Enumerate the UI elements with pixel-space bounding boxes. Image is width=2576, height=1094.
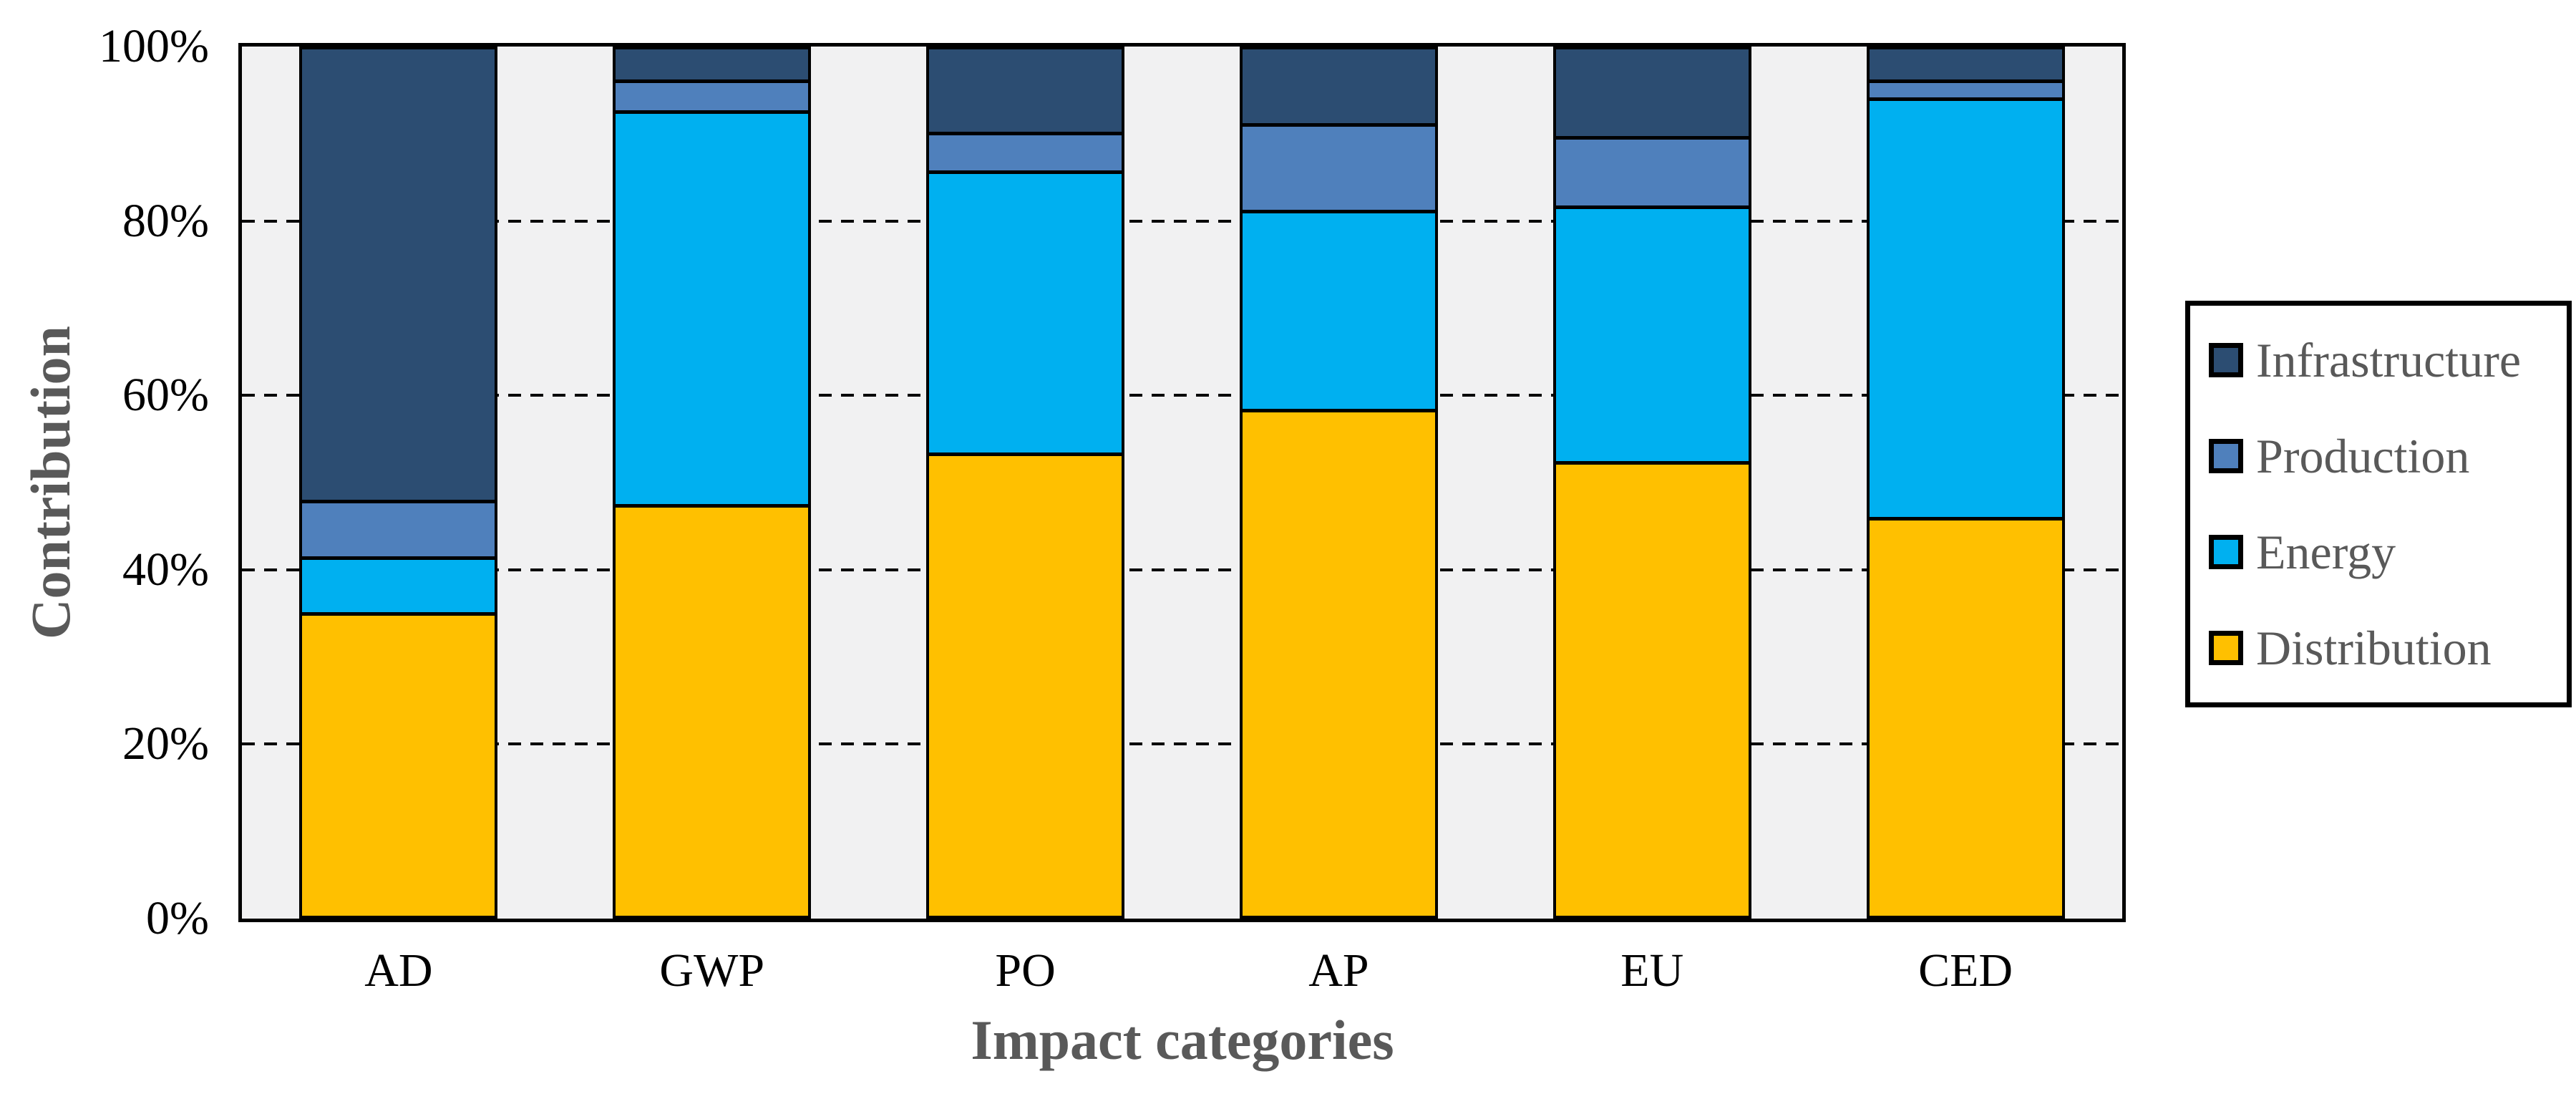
y-tick-0%: 0% bbox=[146, 892, 209, 944]
x-tick-PO: PO bbox=[995, 944, 1056, 997]
y-tick-100%: 100% bbox=[99, 20, 209, 72]
segment-EU-Production bbox=[1555, 136, 1749, 205]
segment-AD-Distribution bbox=[302, 612, 495, 916]
x-tick-AD: AD bbox=[364, 944, 433, 997]
y-tick-60%: 60% bbox=[122, 369, 209, 422]
segment-AD-Production bbox=[302, 500, 495, 556]
legend-label: Energy bbox=[2256, 525, 2396, 579]
segment-GWP-Distribution bbox=[616, 504, 809, 916]
legend-label: Distribution bbox=[2256, 621, 2492, 675]
legend-item-Energy: Energy bbox=[2209, 528, 2548, 576]
bar-AP bbox=[1239, 47, 1438, 919]
x-tick-GWP: GWP bbox=[659, 944, 765, 997]
segment-CED-Production bbox=[1869, 79, 2062, 97]
bar-AD bbox=[299, 47, 498, 919]
x-tick-AP: AP bbox=[1308, 944, 1369, 997]
legend-swatch-Production bbox=[2209, 439, 2243, 473]
y-axis-title: Contribution bbox=[19, 326, 82, 639]
gridline-60 bbox=[242, 394, 2122, 397]
y-tick-20%: 20% bbox=[122, 717, 209, 770]
segment-PO-Energy bbox=[929, 170, 1122, 452]
segment-PO-Distribution bbox=[929, 452, 1122, 916]
segment-GWP-Production bbox=[616, 79, 809, 110]
segment-AP-Energy bbox=[1242, 209, 1435, 410]
legend-item-Infrastructure: Infrastructure bbox=[2209, 336, 2548, 384]
segment-CED-Energy bbox=[1869, 97, 2062, 518]
segment-CED-Infrastructure bbox=[1869, 49, 2062, 80]
bar-EU bbox=[1552, 47, 1751, 919]
legend-swatch-Distribution bbox=[2209, 631, 2243, 665]
legend: Infrastructure Production Energy Distributi… bbox=[2185, 301, 2572, 707]
segment-PO-Infrastructure bbox=[929, 49, 1122, 132]
segment-CED-Distribution bbox=[1869, 517, 2062, 916]
segment-EU-Energy bbox=[1555, 205, 1749, 461]
segment-EU-Infrastructure bbox=[1555, 49, 1749, 136]
x-tick-CED: CED bbox=[1918, 944, 2013, 997]
legend-label: Production bbox=[2256, 429, 2470, 483]
segment-AP-Production bbox=[1242, 122, 1435, 210]
segment-GWP-Energy bbox=[616, 110, 809, 505]
legend-item-Production: Production bbox=[2209, 432, 2548, 480]
legend-swatch-Energy bbox=[2209, 535, 2243, 569]
segment-EU-Distribution bbox=[1555, 460, 1749, 916]
segment-GWP-Infrastructure bbox=[616, 49, 809, 80]
gridline-80 bbox=[242, 219, 2122, 223]
gridline-20 bbox=[242, 742, 2122, 746]
gridline-40 bbox=[242, 568, 2122, 571]
segment-AP-Infrastructure bbox=[1242, 49, 1435, 123]
segment-PO-Production bbox=[929, 131, 1122, 171]
segment-AD-Infrastructure bbox=[302, 49, 495, 500]
x-tick-EU: EU bbox=[1620, 944, 1684, 997]
plot-area bbox=[238, 43, 2126, 922]
segment-AD-Energy bbox=[302, 556, 495, 613]
legend-label: Infrastructure bbox=[2256, 333, 2522, 387]
bar-CED bbox=[1866, 47, 2065, 919]
legend-item-Distribution: Distribution bbox=[2209, 624, 2548, 672]
x-axis-title: Impact categories bbox=[971, 1009, 1394, 1071]
bar-GWP bbox=[613, 47, 812, 919]
y-tick-80%: 80% bbox=[122, 194, 209, 247]
bar-PO bbox=[926, 47, 1125, 919]
segment-AP-Distribution bbox=[1242, 409, 1435, 916]
y-tick-40%: 40% bbox=[122, 543, 209, 596]
legend-swatch-Infrastructure bbox=[2209, 343, 2243, 377]
